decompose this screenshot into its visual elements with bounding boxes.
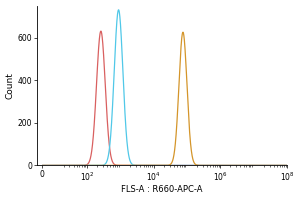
Y-axis label: Count: Count [6,72,15,99]
X-axis label: FLS-A : R660-APC-A: FLS-A : R660-APC-A [121,185,203,194]
